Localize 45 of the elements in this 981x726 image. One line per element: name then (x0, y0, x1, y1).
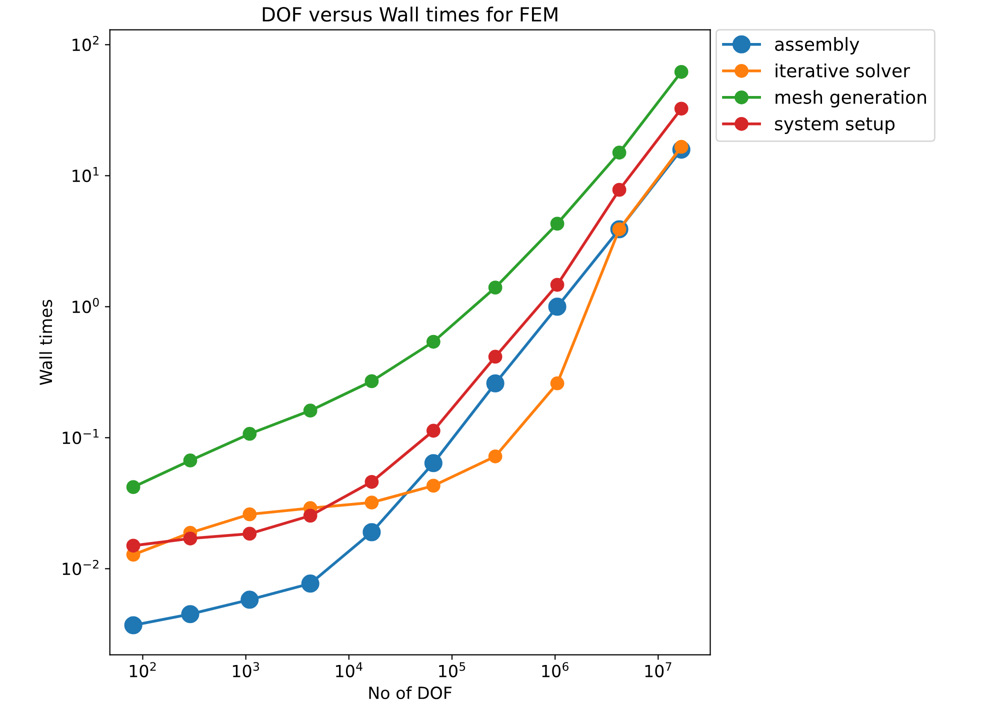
legend-label: iterative solver (776, 63, 910, 78)
point (674, 64, 688, 79)
point (550, 216, 564, 231)
x-tick-label: 10$^{3}$ (232, 662, 260, 678)
point (488, 449, 502, 464)
point (674, 102, 688, 116)
x-tick-label: 10$^{5}$ (439, 662, 466, 678)
point (364, 374, 379, 388)
point (240, 590, 259, 609)
point (362, 523, 381, 542)
point (612, 182, 626, 197)
point (426, 478, 440, 493)
legend-label: system setup (775, 118, 895, 134)
point (488, 350, 502, 364)
point (550, 278, 564, 292)
point (242, 526, 257, 541)
point (548, 298, 566, 316)
point (426, 424, 440, 438)
y-tick-label: 10$^{1}$ (72, 167, 99, 182)
point (550, 376, 564, 390)
legend-label: assembly (775, 36, 860, 54)
y-tick-label: 10$^{−2}$ (62, 560, 98, 576)
x-tick-label: 10$^{7}$ (645, 662, 672, 678)
point (426, 334, 440, 349)
chart-title: DOF versus Wall times for FEM (262, 6, 558, 22)
point (242, 426, 257, 441)
point (242, 507, 257, 522)
point (612, 146, 626, 160)
point (364, 474, 379, 489)
y-tick-label: 10$^{2}$ (72, 36, 98, 52)
legend-label: mesh generation (776, 90, 926, 108)
y-tick-label: 10$^{0}$ (72, 298, 99, 314)
y-tick-label: 10$^{−1}$ (62, 429, 98, 444)
x-axis-title: No of DOF (369, 686, 452, 700)
y-axis-title: Wall times (39, 300, 52, 386)
point (486, 374, 504, 392)
point (303, 404, 318, 418)
point (301, 574, 320, 593)
x-tick-label: 10$^{6}$ (542, 662, 568, 678)
point (303, 508, 318, 523)
point (364, 496, 379, 510)
point (488, 280, 502, 294)
point (424, 454, 442, 472)
x-tick-label: 10$^{2}$ (130, 662, 156, 678)
x-tick-label: 10$^{4}$ (336, 662, 362, 678)
